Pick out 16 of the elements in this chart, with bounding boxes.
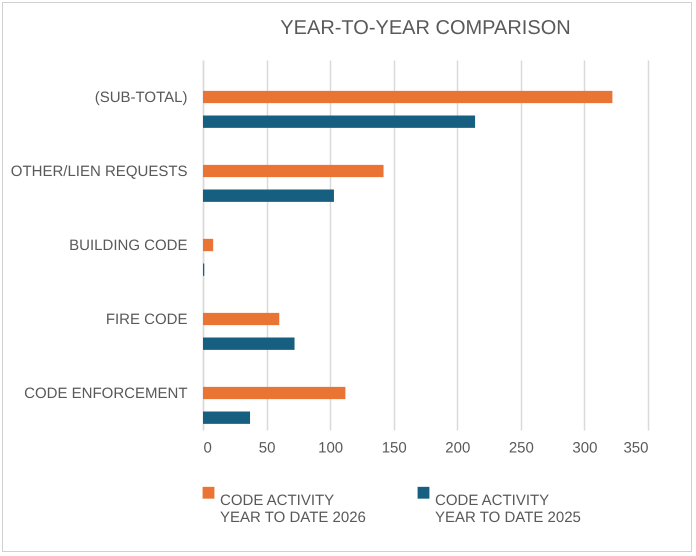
y-tick-label: BUILDING CODE <box>69 237 188 254</box>
x-tick-label: 250 <box>508 440 534 456</box>
y-tick-label: FIRE CODE <box>106 311 188 328</box>
x-tick-label: 0 <box>204 440 212 456</box>
y-tick-label: (SUB-TOTAL) <box>94 89 188 106</box>
legend-label: CODE ACTIVITY YEAR TO DATE 2025 <box>435 492 581 526</box>
legend-label: CODE ACTIVITY YEAR TO DATE 2026 <box>220 492 366 526</box>
y-tick-label: OTHER/LIEN REQUESTS <box>10 163 188 180</box>
x-tick-label: 350 <box>623 440 648 456</box>
chart-title: YEAR-TO-YEAR COMPARISON <box>280 17 571 39</box>
x-tick-label: 50 <box>258 440 276 456</box>
x-tick-label: 300 <box>572 440 598 456</box>
x-tick-label: 100 <box>318 440 344 456</box>
x-tick-label: 200 <box>445 440 470 456</box>
x-tick-label: 150 <box>382 440 407 456</box>
y-tick-label: CODE ENFORCEMENT <box>24 385 188 402</box>
